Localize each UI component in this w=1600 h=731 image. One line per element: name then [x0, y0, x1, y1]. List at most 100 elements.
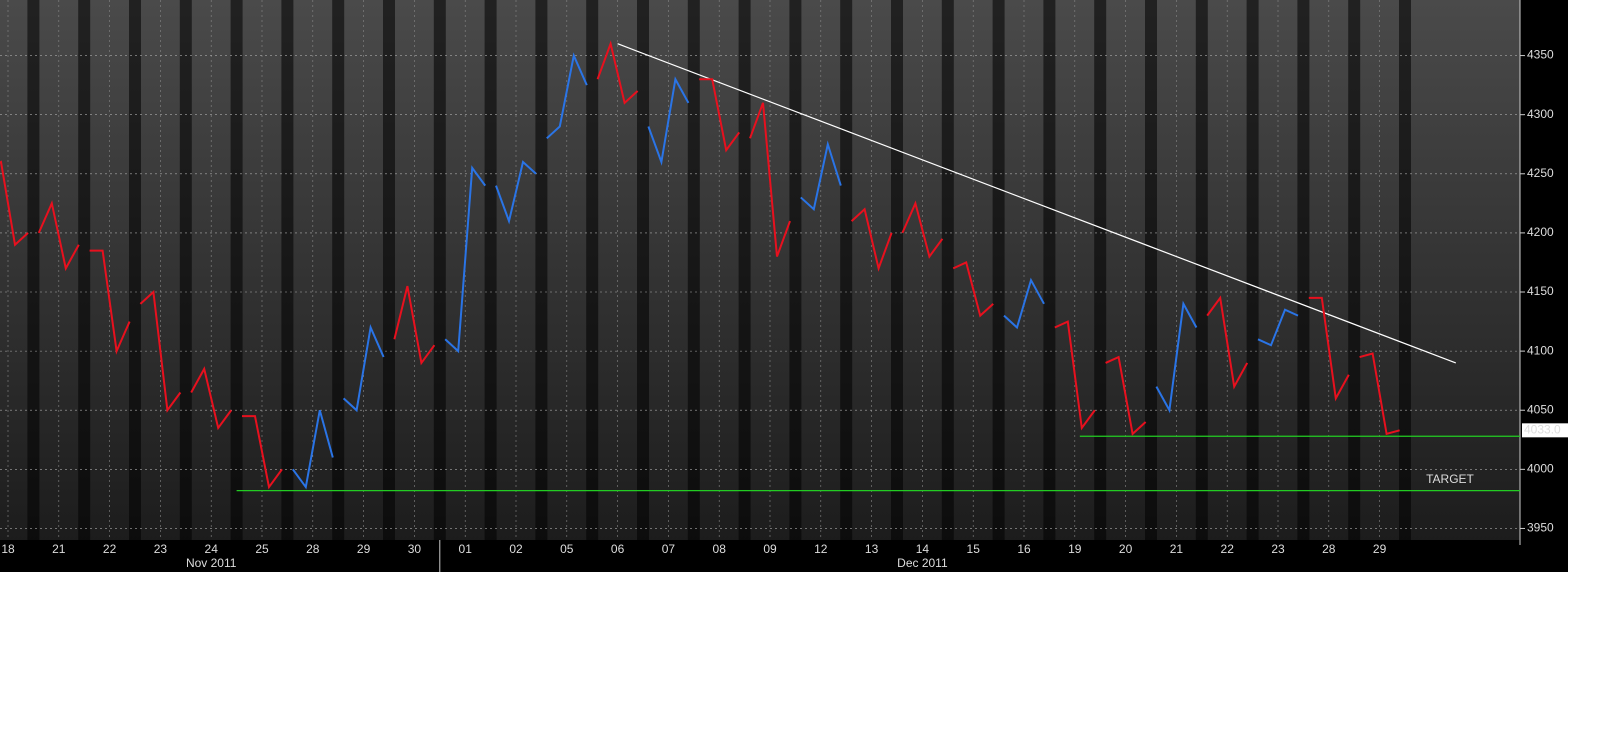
candle: [699, 78, 741, 153]
x-tick-label: 23: [1271, 542, 1285, 556]
y-tick-label: 4150: [1527, 284, 1554, 298]
day-stripe: [586, 0, 599, 540]
candle: [800, 140, 842, 212]
candle: [342, 324, 385, 413]
day-stripe: [535, 0, 548, 540]
day-stripe: [1043, 0, 1056, 540]
month-label: Nov 2011: [186, 556, 237, 570]
candle: [596, 40, 639, 105]
day-stripe: [1246, 0, 1259, 540]
x-tick-label: 08: [713, 542, 727, 556]
candle: [647, 76, 690, 166]
x-tick-label: 23: [154, 542, 168, 556]
x-tick-label: 21: [52, 542, 66, 556]
candle: [89, 249, 131, 355]
candle: [139, 289, 182, 413]
candle: [1257, 308, 1299, 347]
x-tick-label: 25: [255, 542, 269, 556]
day-stripe: [1297, 0, 1310, 540]
trendline: [617, 43, 1457, 364]
x-tick-label: 20: [1119, 542, 1133, 556]
candle: [1003, 277, 1045, 330]
target-label: TARGET: [1426, 472, 1474, 486]
candle: [242, 415, 283, 490]
x-tick-label: 30: [408, 542, 422, 556]
candle: [1105, 355, 1147, 436]
day-stripe: [78, 0, 91, 540]
x-tick-label: 01: [459, 542, 473, 556]
day-stripe: [637, 0, 649, 540]
day-stripe: [992, 0, 1005, 540]
x-tick-label: 16: [1017, 542, 1031, 556]
day-stripe: [27, 0, 40, 540]
day-stripe: [129, 0, 141, 540]
day-stripe: [230, 0, 243, 540]
day-stripe: [281, 0, 294, 540]
day-stripe: [891, 0, 903, 540]
x-tick-label: 13: [865, 542, 879, 556]
day-stripe: [383, 0, 395, 540]
day-stripe: [941, 0, 954, 540]
day-stripe: [1348, 0, 1361, 540]
x-tick-label: 21: [1170, 542, 1184, 556]
x-tick-label: 18: [1, 542, 15, 556]
x-tick-label: 29: [1373, 542, 1387, 556]
y-tick-label: 4250: [1527, 166, 1554, 180]
candle: [393, 285, 436, 366]
candle: [1054, 320, 1096, 431]
x-tick-label: 02: [509, 542, 523, 556]
month-label: Dec 2011: [897, 556, 948, 570]
y-tick-label: 4000: [1527, 462, 1554, 476]
day-stripe: [1399, 0, 1411, 540]
candle: [1359, 352, 1400, 436]
y-tick-label: 4350: [1527, 48, 1554, 62]
x-tick-label: 07: [662, 542, 676, 556]
x-axis-panel: [0, 540, 1568, 572]
day-stripe: [738, 0, 751, 540]
candle: [1206, 295, 1249, 390]
day-stripe: [179, 0, 192, 540]
x-tick-label: 06: [611, 542, 625, 556]
y-axis-panel: [1520, 0, 1568, 545]
last-price-label: 4033.0: [1524, 422, 1561, 436]
day-stripe: [1094, 0, 1107, 540]
x-tick-label: 15: [967, 542, 981, 556]
x-tick-label: 29: [357, 542, 371, 556]
x-tick-label: 12: [814, 542, 828, 556]
candle: [291, 409, 334, 490]
candle: [0, 160, 29, 247]
x-tick-label: 22: [103, 542, 117, 556]
day-stripe: [1195, 0, 1208, 540]
y-tick-label: 4100: [1527, 343, 1554, 357]
y-tick-label: 4050: [1527, 402, 1554, 416]
candle: [749, 102, 791, 257]
candle: [952, 261, 994, 318]
candle: [546, 52, 588, 140]
y-tick-label: 4300: [1527, 107, 1554, 121]
candle: [37, 200, 80, 272]
last-price-box: [1522, 423, 1568, 438]
x-tick-label: 09: [763, 542, 777, 556]
x-tick-label: 28: [306, 542, 320, 556]
candle: [1155, 300, 1198, 414]
day-stripe: [687, 0, 700, 540]
y-tick-label: 4200: [1527, 225, 1554, 239]
candle: [190, 366, 233, 431]
candle: [495, 160, 537, 225]
x-tick-label: 22: [1221, 542, 1235, 556]
day-stripe: [332, 0, 345, 540]
plot-background: [0, 0, 1520, 545]
candle: [1308, 296, 1350, 402]
day-stripe: [840, 0, 853, 540]
candle: [444, 165, 487, 354]
day-stripe: [484, 0, 497, 540]
day-stripe: [433, 0, 446, 540]
candle: [901, 200, 944, 259]
candle: [850, 207, 893, 272]
x-tick-label: 28: [1322, 542, 1336, 556]
x-tick-label: 19: [1068, 542, 1082, 556]
day-stripe: [1145, 0, 1157, 540]
x-tick-label: 24: [205, 542, 219, 556]
